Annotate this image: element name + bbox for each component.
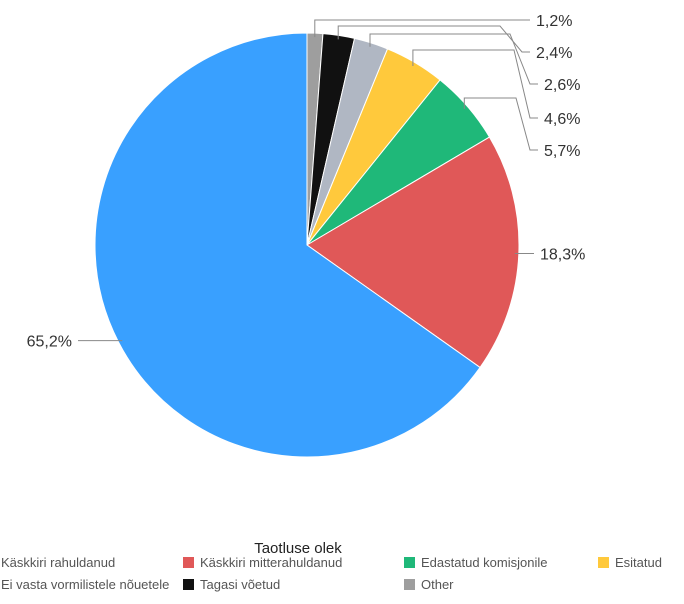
legend-label: Käskkiri rahuldanud	[1, 555, 115, 570]
leader-line	[337, 25, 530, 53]
slice-label: 5,7%	[544, 143, 580, 160]
slice-label: 2,4%	[536, 45, 572, 62]
leader-line	[314, 19, 530, 38]
leader-line	[412, 49, 538, 119]
legend-item[interactable]: Edastatud komisjonile	[404, 555, 547, 570]
slice-label: 1,2%	[536, 13, 572, 30]
legend-item[interactable]: Käskkiri mitterahuldanud	[183, 555, 342, 570]
leader-lines	[78, 19, 538, 342]
slice-labels: 1,2% 2,4% 2,6% 4,6% 5,7% 18,3% 65,2%	[27, 13, 586, 351]
slice-label: 2,6%	[544, 77, 580, 94]
leader-line	[463, 97, 538, 151]
slice-label: 4,6%	[544, 111, 580, 128]
legend-label: Edastatud komisjonile	[421, 555, 547, 570]
legend-item[interactable]: Ei vasta vormilistele nõuetele	[0, 577, 169, 592]
legend-title: Taotluse olek	[254, 540, 342, 557]
legend-label: Ei vasta vormilistele nõuetele	[1, 577, 169, 592]
legend-swatch	[183, 557, 194, 568]
legend-item[interactable]: Esitatud	[598, 555, 662, 570]
legend-item[interactable]: Tagasi võetud	[183, 577, 280, 592]
leader-line	[369, 33, 538, 85]
slice-label: 18,3%	[540, 247, 585, 264]
legend: Käskkiri rahuldanud Käskkiri mitterahulda…	[0, 555, 662, 592]
pie-slices	[94, 32, 520, 458]
legend-label: Esitatud	[615, 555, 662, 570]
legend-item[interactable]: Käskkiri rahuldanud	[0, 555, 115, 570]
legend-label: Other	[421, 577, 454, 592]
legend-item[interactable]: Other	[404, 577, 454, 592]
legend-swatch	[598, 557, 609, 568]
legend-swatch	[404, 557, 415, 568]
pie-slice[interactable]	[94, 32, 481, 458]
slice-label: 65,2%	[27, 334, 72, 351]
legend-swatch	[183, 579, 194, 590]
legend-label: Käskkiri mitterahuldanud	[200, 555, 342, 570]
legend-swatch	[404, 579, 415, 590]
legend-label: Tagasi võetud	[200, 577, 280, 592]
